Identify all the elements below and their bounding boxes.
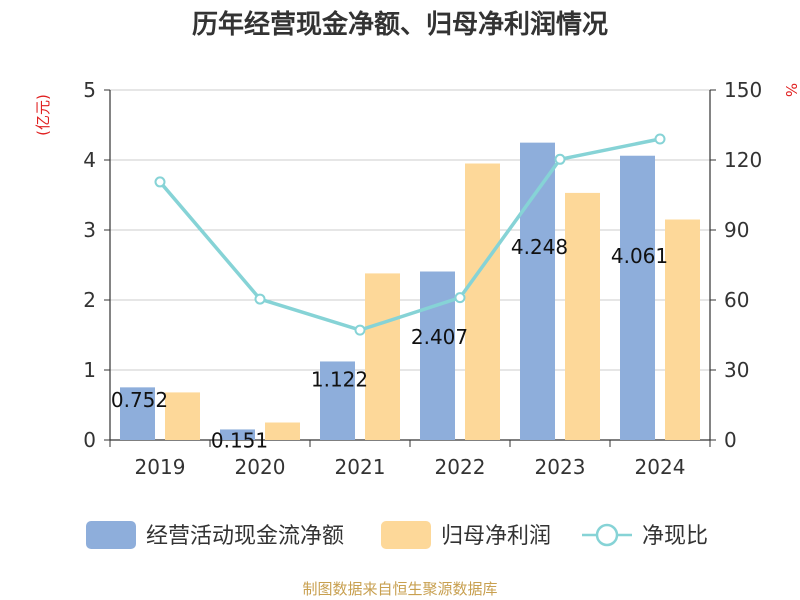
- x-tick-label: 2020: [235, 455, 286, 479]
- bar-operating-cash-flow: [620, 155, 655, 441]
- left-tick-label: 2: [83, 288, 96, 312]
- bar-operating-cash-flow: [220, 429, 255, 440]
- right-axis-unit: %: [782, 83, 800, 97]
- legend-swatch-marker: [595, 523, 619, 547]
- right-tick-label: 150: [724, 78, 762, 102]
- bar-operating-cash-flow: [320, 361, 355, 440]
- data-label: 4.061: [611, 244, 668, 268]
- source-note: 制图数据来自恒生聚源数据库: [302, 580, 497, 598]
- right-tick-label: 0: [724, 428, 737, 452]
- x-tick-label: 2019: [135, 455, 186, 479]
- right-tick-label: 30: [724, 358, 749, 382]
- line-point: [554, 153, 566, 165]
- right-tick-label: 90: [724, 218, 749, 242]
- data-label: 0.151: [211, 428, 268, 452]
- line-point: [254, 293, 266, 305]
- x-tick-label: 2022: [435, 455, 486, 479]
- chart-title: 历年经营现金净额、归母净利润情况: [192, 9, 608, 40]
- bar-net-profit: [165, 392, 200, 440]
- x-tick-label: 2021: [335, 455, 386, 479]
- left-tick-label: 1: [83, 358, 96, 382]
- line-point: [454, 292, 466, 304]
- legend-swatch: [86, 521, 136, 549]
- data-label: 2.407: [411, 325, 468, 349]
- left-tick-label: 4: [83, 148, 96, 172]
- data-label: 0.752: [111, 388, 168, 412]
- x-tick-label: 2023: [535, 455, 586, 479]
- bar-operating-cash-flow: [120, 387, 155, 440]
- bar-net-profit: [465, 163, 500, 440]
- x-tick-label: 2024: [635, 455, 686, 479]
- bar-net-profit: [265, 422, 300, 440]
- plot-area: 0 1 2 3 4 5 0 30 60 90 120 150 2019 2020 2021 2022 2023 2…: [83, 78, 762, 479]
- legend: 经营活动现金流净额 归母净利润 净现比: [86, 521, 708, 549]
- bar-net-profit: [565, 192, 600, 440]
- line-point: [654, 133, 666, 145]
- data-label: 1.122: [311, 368, 368, 392]
- bar-net-profit: [665, 219, 700, 440]
- line-point: [354, 324, 366, 336]
- left-tick-label: 5: [83, 78, 96, 102]
- bar-operating-cash-flow: [520, 142, 555, 440]
- line-point: [154, 176, 166, 188]
- left-axis-unit: (亿元): [34, 94, 52, 136]
- legend-label: 经营活动现金流净额: [146, 524, 344, 549]
- right-tick-label: 120: [724, 148, 762, 172]
- bar-net-profit: [365, 273, 400, 440]
- left-tick-label: 3: [83, 218, 96, 242]
- legend-swatch: [381, 521, 431, 549]
- legend-label: 归母净利润: [441, 524, 551, 549]
- right-tick-label: 60: [724, 288, 749, 312]
- legend-label: 净现比: [642, 524, 708, 549]
- left-tick-label: 0: [83, 428, 96, 452]
- data-label: 4.248: [511, 235, 568, 259]
- bar-operating-cash-flow: [420, 271, 455, 440]
- series-line-net-cash-ratio: [158, 137, 661, 332]
